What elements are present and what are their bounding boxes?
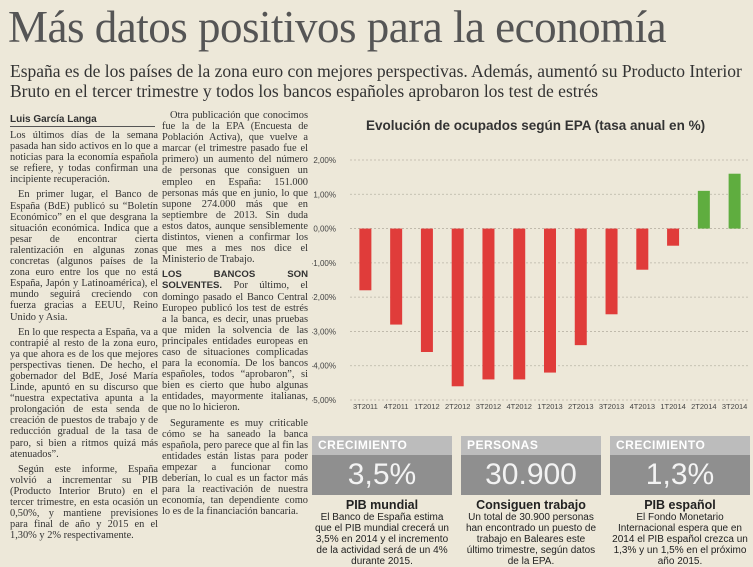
infobox-value: 30.900: [461, 455, 601, 495]
paragraph: Los últimos días de la semana pasada han…: [10, 130, 158, 186]
section-lead: LOS BANCOS SON SOLVENTES.: [162, 269, 308, 292]
y-tick-label: -5,00%: [312, 396, 336, 405]
infobox-title: PIB español: [644, 498, 716, 512]
bar-1T2013: [544, 228, 556, 373]
infobox-text: Un total de 30.900 personas han encontra…: [465, 512, 597, 567]
paragraph: Según este informe, España volvió a incr…: [10, 463, 158, 542]
infobox-text: El Fondo Monetario Internacional espera …: [612, 512, 748, 567]
infobox-text: El Banco de España estima que el PIB mun…: [315, 512, 449, 567]
infobox-value: 1,3%: [610, 455, 750, 495]
infobox-header: CRECIMIENTO: [610, 436, 750, 455]
x-tick-label: 3T2011: [353, 402, 378, 411]
bar-3T2012: [482, 228, 495, 380]
bar-3T2011: [359, 228, 372, 291]
x-tick-label: 1T2013: [537, 402, 562, 411]
bar-3T2013: [605, 228, 618, 315]
paragraph: En primer lugar, el Banco de España (BdE…: [10, 189, 158, 323]
y-tick-label: -1,00%: [312, 259, 336, 268]
x-tick-label: 4T2012: [507, 402, 532, 411]
paragraph-text: Por último, el domingo pasado el Banco C…: [162, 280, 308, 414]
y-tick-label: 1,00%: [313, 190, 336, 199]
headline: Más datos positivos para la economía: [8, 2, 667, 52]
y-tick-label: 0,00%: [313, 225, 336, 234]
article-column-2: Otra publicación que conocimos fue la de…: [162, 110, 308, 521]
byline: Luis García Langa: [10, 114, 155, 127]
x-tick-label: 4T2011: [384, 402, 409, 411]
x-tick-label: 4T2013: [630, 402, 655, 411]
bar-4T2013: [636, 228, 649, 270]
bar-2T2012: [451, 228, 464, 387]
paragraph: Otra publicación que conocimos fue la de…: [162, 110, 308, 266]
bar-1T2014: [667, 228, 680, 246]
bar-4T2012: [513, 228, 526, 380]
employment-chart: Evolución de ocupados según EPA (tasa an…: [312, 112, 753, 412]
infobox-title: Consiguen trabajo: [476, 498, 586, 512]
bar-1T2012: [420, 228, 433, 352]
x-tick-label: 1T2012: [414, 402, 439, 411]
bar-3T2014: [728, 173, 741, 229]
infobox-header: PERSONAS: [461, 436, 601, 455]
paragraph: LOS BANCOS SON SOLVENTES. Por último, el…: [162, 269, 308, 413]
paragraph: Seguramente es muy criticable cómo se ha…: [162, 417, 308, 518]
infobox-header: CRECIMIENTO: [312, 436, 452, 455]
x-tick-label: 3T2014: [722, 402, 747, 411]
y-tick-label: -3,00%: [312, 327, 336, 336]
subhead: España es de los países de la zona euro …: [10, 61, 742, 101]
bar-2T2013: [574, 228, 587, 346]
x-tick-label: 3T2013: [599, 402, 624, 411]
infobox-pib-espanol: CRECIMIENTO 1,3% PIB español El Fondo Mo…: [610, 436, 750, 567]
paragraph: En lo que respecta a España, va a contra…: [10, 326, 158, 460]
x-tick-label: 2T2013: [568, 402, 593, 411]
x-tick-label: 2T2014: [691, 402, 716, 411]
y-tick-label: -4,00%: [312, 362, 336, 371]
y-tick-label: 2,00%: [313, 156, 336, 165]
x-tick-label: 2T2012: [445, 402, 470, 411]
chart-svg: 2,00% 1,00% 0,00% -1,00% -2,00% -3,00% -4,00% -…: [312, 156, 750, 411]
infobox-consiguen-trabajo: PERSONAS 30.900 Consiguen trabajo Un tot…: [461, 436, 601, 567]
x-tick-label: 1T2014: [660, 402, 685, 411]
chart-title: Evolución de ocupados según EPA (tasa an…: [366, 118, 706, 133]
x-tick-label: 3T2012: [476, 402, 501, 411]
infobox-pib-mundial: CRECIMIENTO 3,5% PIB mundial El Banco de…: [312, 436, 452, 567]
bar-4T2011: [390, 228, 403, 325]
bar-2T2014: [697, 190, 710, 229]
infobox-title: PIB mundial: [345, 498, 419, 512]
y-tick-label: -2,00%: [312, 293, 336, 302]
infobox-value: 3,5%: [312, 455, 452, 495]
article-column-1: Los últimos días de la semana pasada han…: [10, 130, 158, 545]
